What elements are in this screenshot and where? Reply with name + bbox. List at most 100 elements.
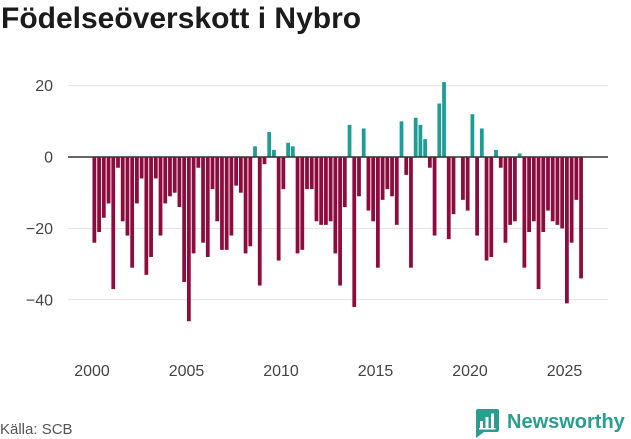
bar — [446, 157, 451, 240]
y-tick-label: 0 — [44, 150, 53, 167]
bar — [342, 157, 347, 208]
newsworthy-logo[interactable]: Newsworthy — [476, 409, 625, 439]
bar — [522, 157, 527, 268]
bar — [201, 157, 205, 243]
bar — [328, 157, 333, 222]
x-tick-label: 2010 — [263, 363, 299, 380]
bar — [513, 157, 517, 222]
bar — [168, 157, 172, 197]
bar — [541, 157, 546, 232]
bar — [92, 157, 97, 243]
bar — [427, 157, 432, 168]
bar — [286, 142, 290, 158]
bar — [257, 157, 262, 286]
source-credit: Källa: SCB — [0, 421, 73, 438]
bar — [390, 157, 394, 197]
bar — [569, 157, 574, 243]
chart-title: Födelseöverskott i Nybro — [1, 2, 362, 35]
bar — [149, 157, 153, 257]
bar — [461, 157, 465, 200]
x-tick-label: 2005 — [169, 363, 205, 380]
bar — [220, 157, 224, 250]
bar — [229, 157, 234, 236]
bar — [144, 157, 149, 275]
bar — [413, 117, 418, 158]
x-tick-label: 2015 — [358, 363, 394, 380]
bar — [565, 157, 569, 304]
bar — [243, 157, 248, 254]
bar — [517, 153, 522, 158]
x-tick-label: 2025 — [547, 363, 583, 380]
bar — [451, 157, 456, 215]
bar — [215, 157, 220, 222]
bar — [177, 157, 182, 208]
bar — [531, 157, 536, 222]
bar — [494, 149, 498, 158]
bar — [366, 157, 371, 211]
bar — [465, 157, 470, 211]
bar — [191, 157, 196, 254]
bar — [423, 139, 428, 158]
bar — [290, 146, 295, 158]
bar — [182, 157, 187, 282]
bar — [139, 157, 144, 179]
bar — [352, 157, 357, 307]
logo-text: Newsworthy — [507, 411, 625, 433]
newsworthy-logo-icon — [476, 409, 499, 438]
bar — [437, 103, 442, 158]
bar — [172, 157, 177, 193]
bar — [97, 157, 101, 232]
bar — [295, 157, 300, 254]
x-tick-label: 2020 — [452, 363, 488, 380]
bar — [130, 157, 135, 268]
bar — [347, 124, 352, 158]
bar — [550, 157, 555, 222]
bar — [375, 157, 380, 268]
bar — [319, 157, 324, 225]
bar — [475, 157, 480, 236]
bar — [253, 146, 257, 158]
bar — [186, 157, 191, 322]
bar — [101, 157, 106, 218]
bar — [111, 157, 116, 290]
bar — [361, 128, 366, 158]
bar — [272, 149, 276, 158]
bar — [380, 157, 385, 200]
y-tick-label: −20 — [26, 221, 53, 238]
bar — [116, 157, 120, 168]
bar — [305, 157, 309, 190]
bar — [371, 157, 376, 222]
bar — [300, 157, 305, 250]
bar — [158, 157, 163, 236]
bar — [357, 157, 361, 197]
bar — [432, 157, 437, 236]
bar — [314, 157, 319, 222]
bars — [92, 82, 583, 322]
bar — [574, 157, 579, 200]
bar — [385, 157, 390, 190]
bar — [479, 128, 484, 158]
bar — [120, 157, 125, 222]
bar — [394, 157, 399, 225]
bar — [196, 157, 201, 168]
bar — [281, 157, 286, 190]
bar — [489, 157, 494, 257]
bar — [503, 157, 508, 243]
gridlines — [68, 85, 608, 301]
bar — [409, 157, 413, 268]
y-tick-label: 20 — [35, 78, 53, 95]
bar — [527, 157, 531, 232]
bar — [442, 82, 446, 158]
bar — [418, 124, 423, 158]
bar — [579, 157, 583, 279]
bar — [546, 157, 550, 211]
bar — [163, 157, 168, 204]
bar — [248, 157, 253, 247]
bar — [234, 157, 239, 186]
y-tick-label: −40 — [26, 292, 53, 309]
bar — [560, 157, 565, 229]
bar — [324, 157, 328, 225]
bar — [210, 157, 215, 190]
bar — [470, 114, 475, 158]
